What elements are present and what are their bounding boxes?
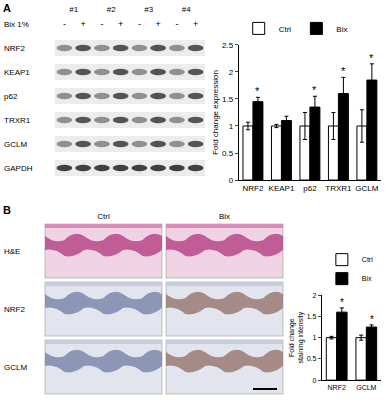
svg-text:#1: #1 xyxy=(69,5,78,14)
svg-text:1: 1 xyxy=(229,122,234,131)
svg-text:Bix: Bix xyxy=(362,275,372,282)
svg-text:*: * xyxy=(341,65,346,77)
svg-text:0: 0 xyxy=(229,176,234,185)
svg-text:+: + xyxy=(155,19,160,29)
svg-text:#4: #4 xyxy=(182,5,191,14)
svg-text:NRF2: NRF2 xyxy=(328,384,346,391)
svg-text:+: + xyxy=(80,19,85,29)
svg-text:#3: #3 xyxy=(144,5,153,14)
svg-text:*: * xyxy=(312,84,317,96)
svg-text:A: A xyxy=(3,2,11,14)
svg-text:-: - xyxy=(138,19,141,29)
svg-text:2: 2 xyxy=(229,68,234,77)
svg-text:Bix: Bix xyxy=(219,212,230,221)
svg-text:2: 2 xyxy=(313,292,317,299)
svg-text:Bix: Bix xyxy=(336,25,347,34)
svg-text:KEAP1: KEAP1 xyxy=(269,184,295,193)
svg-text:#2: #2 xyxy=(107,5,116,14)
svg-text:B: B xyxy=(3,204,11,216)
svg-text:1.5: 1.5 xyxy=(307,313,317,320)
svg-text:p62: p62 xyxy=(4,92,18,101)
svg-text:Fold changestaining intensity: Fold changestaining intensity xyxy=(288,311,305,363)
svg-text:GCLM: GCLM xyxy=(355,184,378,193)
svg-text:-: - xyxy=(175,19,178,29)
svg-text:+: + xyxy=(193,19,198,29)
svg-text:0.5: 0.5 xyxy=(307,355,317,362)
svg-text:*: * xyxy=(340,297,344,308)
svg-text:Ctrl: Ctrl xyxy=(362,256,373,263)
svg-text:NRF2: NRF2 xyxy=(243,184,264,193)
svg-text:-: - xyxy=(63,19,66,29)
svg-text:2.5: 2.5 xyxy=(222,41,234,50)
svg-text:*: * xyxy=(255,85,260,97)
svg-text:NRF2: NRF2 xyxy=(4,44,25,53)
svg-text:Ctrl: Ctrl xyxy=(279,25,292,34)
svg-text:Fold change expression: Fold change expression xyxy=(211,70,220,155)
svg-text:TRXR1: TRXR1 xyxy=(325,184,352,193)
svg-text:GCLM: GCLM xyxy=(4,363,27,372)
svg-text:*: * xyxy=(370,314,374,325)
svg-text:-: - xyxy=(100,19,103,29)
svg-text:Ctrl: Ctrl xyxy=(97,212,110,221)
svg-text:1: 1 xyxy=(313,334,317,341)
svg-text:GCLM: GCLM xyxy=(4,140,27,149)
svg-text:+: + xyxy=(118,19,123,29)
svg-text:p62: p62 xyxy=(303,184,317,193)
svg-text:Bix 1%: Bix 1% xyxy=(4,20,29,29)
svg-text:0.5: 0.5 xyxy=(222,149,234,158)
svg-text:NRF2: NRF2 xyxy=(4,305,25,314)
svg-text:1.5: 1.5 xyxy=(222,95,234,104)
svg-text:KEAP1: KEAP1 xyxy=(4,68,30,77)
svg-text:TRXR1: TRXR1 xyxy=(4,116,31,125)
svg-text:0: 0 xyxy=(313,377,317,384)
svg-text:*: * xyxy=(369,52,374,64)
svg-text:H&E: H&E xyxy=(4,247,20,256)
svg-text:GAPDH: GAPDH xyxy=(4,164,33,173)
svg-text:GCLM: GCLM xyxy=(356,384,376,391)
